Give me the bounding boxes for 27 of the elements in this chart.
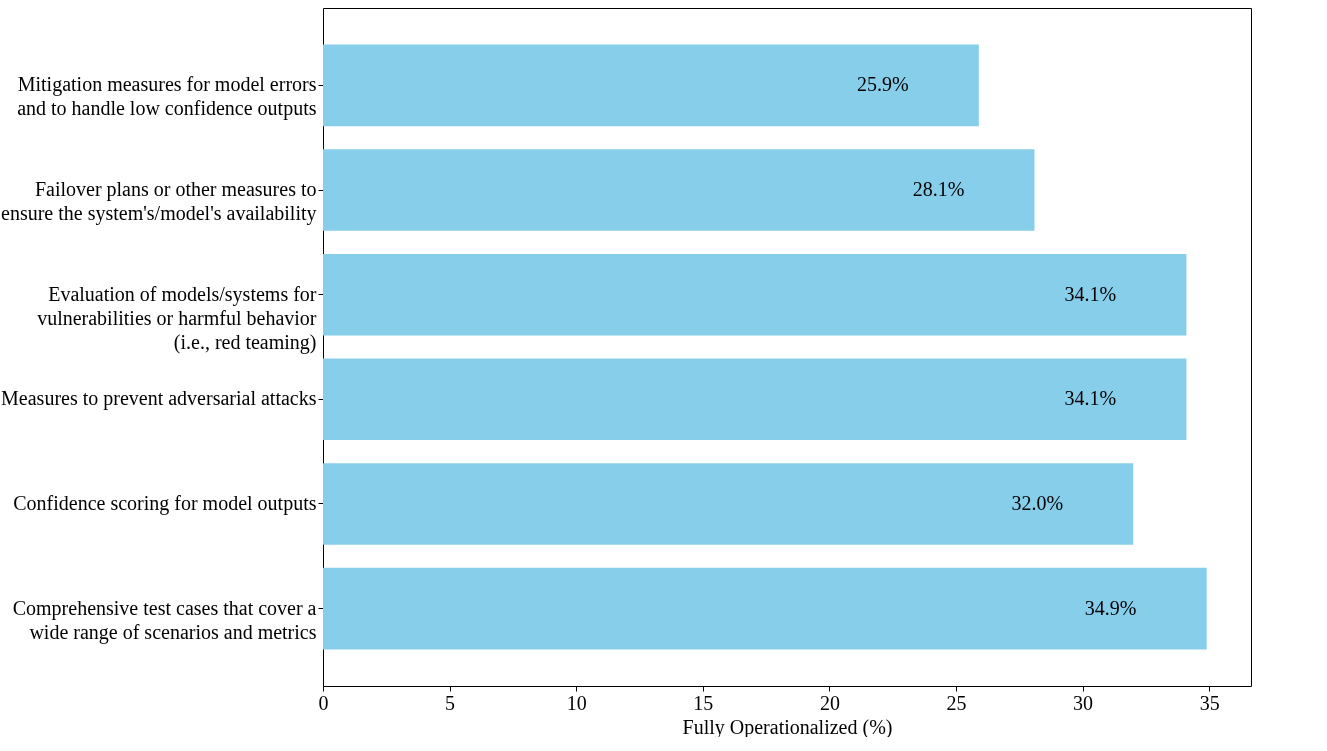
y-tick-label: Mitigation measures for model errors and to handle low confidence outputs (17, 73, 317, 121)
y-tick-label: Confidence scoring for model outputs (13, 491, 317, 515)
bar (323, 44, 979, 127)
bar (323, 358, 1187, 441)
x-tick-label: 10 (566, 691, 587, 714)
bar (323, 567, 1207, 650)
x-tick-label: 35 (1199, 691, 1220, 714)
y-tick-label: Evaluation of models/systems for vulnerabilities or harmful behavior (i.e., red teaming) (37, 282, 317, 354)
bar (323, 149, 1035, 231)
x-tick-label: 30 (1073, 691, 1094, 714)
bar (323, 253, 1187, 336)
x-tick-label: 0 (318, 691, 329, 714)
data-label: 34.1% (1064, 387, 1117, 410)
data-label: 28.1% (912, 178, 965, 201)
x-tick-label: 15 (693, 691, 714, 714)
x-tick-label: 5 (445, 691, 456, 714)
data-label: 34.1% (1064, 282, 1117, 305)
bar (323, 463, 1134, 545)
x-tick-label: 20 (819, 691, 840, 714)
y-tick-label: Measures to prevent adversarial attacks (1, 387, 317, 411)
data-label: 25.9% (856, 73, 909, 96)
data-label: 32.0% (1011, 491, 1064, 514)
y-tick-label: Comprehensive test cases that cover a wide range of scenarios and metrics (12, 596, 317, 644)
x-axis-title: Fully Operationalized (%) (682, 715, 893, 739)
data-label: 34.9% (1084, 596, 1137, 619)
x-tick-label: 25 (946, 691, 967, 714)
y-tick-label: Failover plans or other measures to ensure the system's/model's availability (1, 178, 317, 226)
